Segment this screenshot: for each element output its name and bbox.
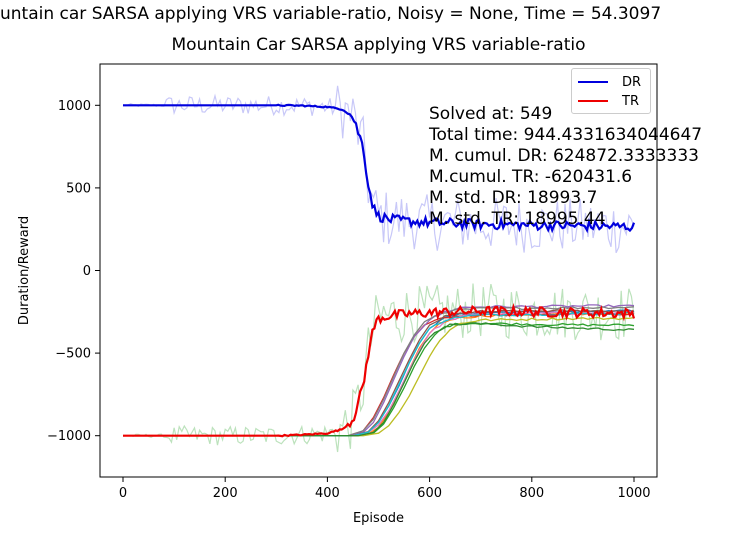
stats-std-dr: M. std. DR: 18993.7 bbox=[429, 188, 598, 208]
y-tick-label: 1000 bbox=[58, 99, 91, 114]
mean-line-dr bbox=[123, 103, 636, 234]
y-tick-label: 500 bbox=[66, 181, 91, 196]
mean-lines bbox=[123, 103, 636, 438]
legend-item-dr: DR bbox=[578, 74, 641, 90]
mean-line-tr bbox=[123, 302, 636, 438]
legend-label-tr: TR bbox=[622, 93, 639, 109]
chart-legend: DR TR bbox=[571, 68, 651, 114]
chart-title: Mountain Car SARSA applying VRS variable… bbox=[171, 35, 586, 55]
legend-swatch-tr bbox=[578, 100, 608, 102]
stats-cumul-tr: M.cumul. TR: -620431.6 bbox=[429, 167, 633, 187]
x-tick-label: 0 bbox=[119, 486, 127, 501]
stats-cumul-dr: M. cumul. DR: 624872.3333333 bbox=[429, 146, 699, 166]
y-axis-ticks: −1000 −500 0 500 1000 bbox=[47, 99, 100, 444]
stats-std-tr: M. std. TR: 18995.44 bbox=[429, 209, 606, 229]
x-tick-label: 600 bbox=[417, 486, 442, 501]
run-line-9 bbox=[123, 316, 635, 437]
legend-item-tr: TR bbox=[578, 93, 639, 109]
figure-suptitle: untain car SARSA applying VRS variable-r… bbox=[0, 4, 662, 24]
run-line-11 bbox=[123, 322, 635, 437]
x-tick-label: 200 bbox=[213, 486, 238, 501]
x-tick-label: 800 bbox=[519, 486, 544, 501]
band-tr bbox=[122, 283, 635, 453]
legend-swatch-dr bbox=[578, 81, 608, 83]
x-axis-ticks: 0 200 400 600 800 1000 bbox=[119, 477, 651, 501]
y-tick-label: −500 bbox=[55, 347, 91, 362]
y-tick-label: −1000 bbox=[47, 429, 91, 444]
x-tick-label: 400 bbox=[315, 486, 340, 501]
legend-label-dr: DR bbox=[622, 74, 642, 90]
y-axis-label: Duration/Reward bbox=[17, 216, 32, 325]
y-tick-label: 0 bbox=[83, 264, 91, 279]
stats-solved: Solved at: 549 bbox=[429, 104, 553, 124]
stats-total-time: Total time: 944.4331634044647 bbox=[429, 125, 703, 145]
x-tick-label: 1000 bbox=[617, 486, 650, 501]
run-line-3 bbox=[123, 322, 635, 437]
x-axis-label: Episode bbox=[353, 511, 404, 526]
stats-annotation: Solved at: 549 Total time: 944.433163404… bbox=[429, 104, 702, 230]
series-lines bbox=[123, 304, 635, 437]
